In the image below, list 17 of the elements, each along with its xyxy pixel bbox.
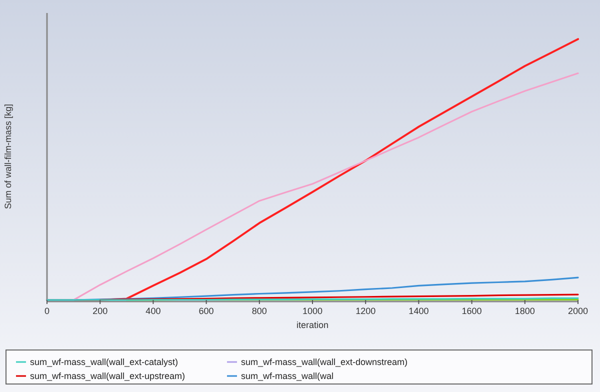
legend-label: sum_wf-mass_wall(wal [241,371,334,382]
x-tick-label: 200 [92,306,108,316]
y-axis-title: Sum of wall-film-mass [kg] [3,104,13,210]
x-tick-label: 2000 [568,306,588,316]
x-tick-label: 1800 [514,306,535,316]
x-tick-label: 400 [146,306,161,316]
x-tick-label: 600 [198,306,214,316]
legend-label: sum_wf-mass_wall(wall_ext-downstream) [241,357,408,368]
legend-label: sum_wf-mass_wall(wall_ext-upstream) [30,371,186,382]
x-axis-title: iteration [296,320,329,330]
x-tick-label: 0 [44,306,50,316]
x-tick-label: 800 [252,306,267,316]
x-tick-label: 1200 [356,306,376,316]
legend-label: sum_wf-mass_wall(wall_ext-catalyst) [30,357,178,368]
x-tick-label: 1400 [408,306,429,316]
x-tick-label: 1000 [302,306,323,316]
x-tick-label: 1600 [462,306,482,316]
